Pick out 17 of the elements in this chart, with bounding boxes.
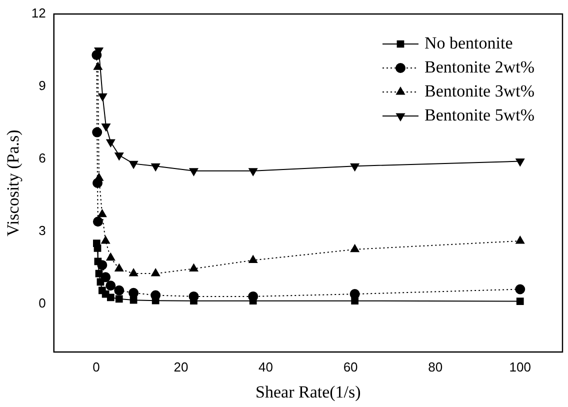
x-tick-label: 60 [343,359,358,374]
legend-label: Bentonite 2wt% [424,57,535,76]
x-tick-label: 80 [428,359,443,374]
legend-label: Bentonite 3wt% [424,81,535,100]
x-tick-label: 20 [174,359,188,374]
legend-label: No bentonite [424,33,513,52]
y-tick-label: 12 [31,6,46,21]
x-tick-label: 100 [509,359,531,374]
x-tick-label: 40 [258,359,274,374]
y-tick-label: 3 [38,222,46,238]
y-tick-label: 9 [38,78,46,94]
x-axis-title: Shear Rate(1/s) [256,382,361,402]
legend-label: Bentonite 5wt% [424,105,535,124]
y-tick-label: 6 [38,150,46,166]
y-tick-label: 0 [38,295,46,310]
x-tick-label: 0 [92,359,100,374]
y-axis-title: Viscosity (Pa.s) [4,130,23,236]
